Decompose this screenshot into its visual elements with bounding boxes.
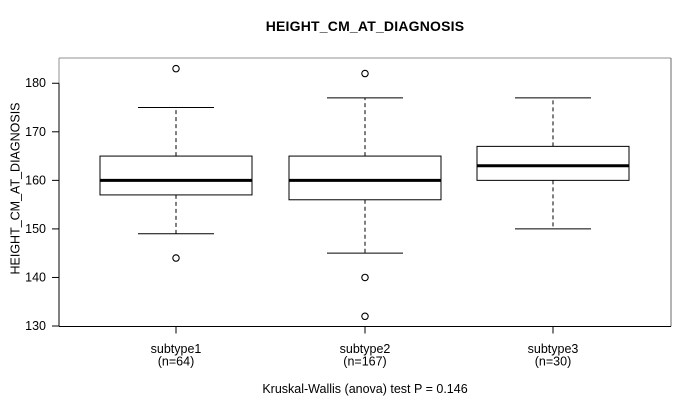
box-subtype2	[288, 155, 442, 201]
stat-test-footnote: Kruskal-Wallis (anova) test P = 0.146	[262, 382, 468, 396]
group-label-subtype1: subtype1	[151, 342, 202, 356]
outlier-point-subtype2	[361, 69, 369, 78]
group-count-label-subtype2: (n=167)	[343, 355, 386, 369]
y-tick-label: 130	[25, 319, 46, 333]
y-tick-label: 150	[25, 222, 46, 236]
box-subtype3	[476, 145, 630, 181]
y-tick-label: 170	[25, 125, 46, 139]
chart-title: HEIGHT_CM_AT_DIAGNOSIS	[265, 18, 465, 34]
group-label-subtype3: subtype3	[528, 342, 579, 356]
outlier-point-subtype2	[361, 273, 369, 282]
y-tick-label: 140	[25, 270, 46, 284]
y-tick-label: 160	[25, 173, 46, 187]
outlier-point-subtype2	[361, 312, 369, 321]
outlier-point-subtype1	[172, 254, 180, 262]
outlier-point-subtype1	[172, 64, 180, 73]
box-subtype1	[99, 155, 253, 196]
group-label-subtype2: subtype2	[340, 342, 391, 356]
group-count-label-subtype3: (n=30)	[535, 355, 571, 369]
group-count-label-subtype1: (n=64)	[158, 355, 194, 369]
y-tick-label: 180	[25, 76, 46, 90]
